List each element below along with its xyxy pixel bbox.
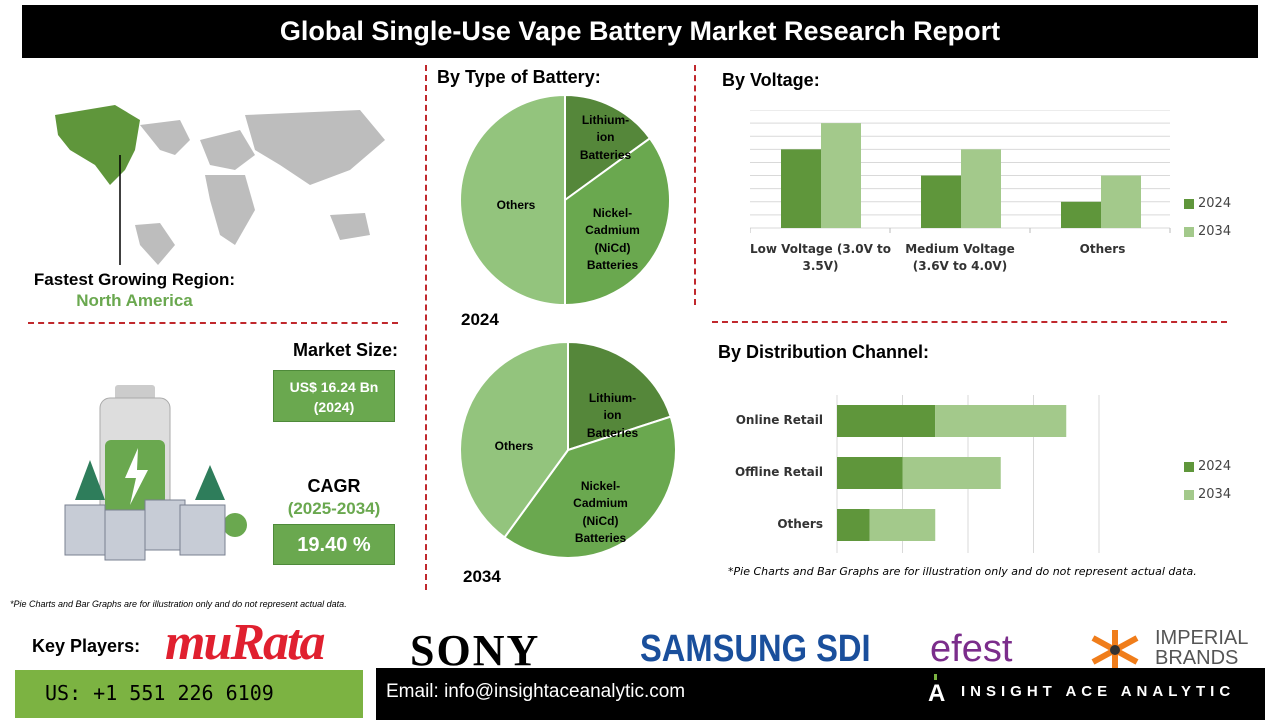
- battery-illustration: [64, 385, 247, 561]
- pie-label-others: Others: [494, 439, 534, 453]
- bar-2034: [869, 509, 936, 541]
- imperial-brands-logo: IMPERIAL BRANDS: [1155, 627, 1248, 669]
- legend-2024: 2024: [1184, 196, 1231, 211]
- pie-slice: [459, 340, 569, 539]
- bar-2034: [821, 123, 861, 228]
- pie-slice: [564, 136, 671, 307]
- footer-bar: Email: info@insightaceanalytic.com A INS…: [376, 668, 1265, 720]
- pie-slice: [503, 415, 677, 559]
- world-map: [55, 105, 385, 265]
- x-tick-label: Low Voltage (3.0V to 3.5V): [749, 242, 892, 273]
- pie-slice: [564, 93, 652, 202]
- insightace-logo-icon: A: [928, 674, 945, 712]
- bar-2024: [1061, 201, 1101, 228]
- legend-2034: 2034: [1184, 224, 1231, 239]
- samsung-sdi-logo: SAMSUNG SDI: [640, 628, 871, 670]
- disclaimer: *Pie Charts and Bar Graphs are for illus…: [10, 599, 347, 609]
- market-size-year: (2024): [313, 399, 355, 415]
- region-label: Fastest Growing Region:: [33, 270, 236, 289]
- x-tick-label: Medium Voltage (3.6V to 4.0V): [905, 242, 1015, 273]
- pie-slice: [567, 340, 672, 452]
- market-size-value: US$ 16.24 Bn: [289, 379, 379, 395]
- report-title: Global Single-Use Vape Battery Market Re…: [22, 5, 1258, 58]
- region-value: North America: [76, 291, 193, 310]
- pie-label-nicd: Nickel- Cadmium (NiCd) Batteries: [585, 206, 640, 273]
- market-size-label: Market Size:: [292, 340, 398, 360]
- north-america-highlight: [55, 105, 140, 185]
- divider: [28, 322, 398, 324]
- bar-2024: [921, 175, 961, 228]
- cagr-label: CAGR: [307, 476, 361, 496]
- bar-2034: [902, 457, 1001, 489]
- x-tick-label: Others: [1079, 242, 1126, 256]
- pie-caption-2034: 2034: [463, 567, 501, 586]
- pie-caption-2024: 2024: [461, 310, 499, 329]
- voltage-bar-chart: [750, 110, 1171, 233]
- brand-name: INSIGHT ACE ANALYTIC: [961, 683, 1236, 700]
- bar-2024: [837, 457, 903, 489]
- phone-number: US: +1 551 226 6109: [15, 670, 363, 718]
- legend-2034: 2034: [1184, 487, 1231, 502]
- murata-logo: muRata: [165, 614, 325, 671]
- divider: [712, 321, 1227, 323]
- voltage-title: By Voltage:: [722, 70, 820, 90]
- y-tick-label: Others: [777, 517, 823, 531]
- bar-2034: [1101, 175, 1141, 228]
- imperial-brands-icon: [1091, 630, 1139, 668]
- y-tick-label: Offline Retail: [734, 465, 823, 479]
- divider: [694, 65, 696, 305]
- market-size-box: US$ 16.24 Bn (2024): [273, 370, 395, 422]
- y-tick-label: Online Retail: [735, 413, 823, 427]
- bar-2024: [837, 509, 870, 541]
- bar-2034: [935, 405, 1067, 437]
- cagr-value: 19.40 %: [273, 524, 395, 565]
- pie-label-lithium: Lithium-ion Batteries: [579, 113, 632, 162]
- pie-label-lithium: Lithium-ion Batteries: [586, 391, 639, 440]
- distribution-title: By Distribution Channel:: [718, 342, 929, 362]
- disclaimer: *Pie Charts and Bar Graphs are for illus…: [728, 565, 1197, 578]
- bar-2034: [961, 149, 1001, 228]
- pie-label-others: Others: [496, 198, 536, 212]
- cagr-period: (2025-2034): [287, 499, 381, 518]
- divider: [425, 65, 427, 590]
- pie-chart-2034: [459, 340, 677, 559]
- pie-chart-2024: [459, 93, 671, 307]
- bar-2024: [837, 405, 936, 437]
- pie-slice: [459, 93, 566, 307]
- legend-2024: 2024: [1184, 459, 1231, 474]
- email[interactable]: Email: info@insightaceanalytic.com: [386, 681, 686, 702]
- distribution-bar-chart: [836, 395, 1100, 553]
- efest-logo: efest: [930, 628, 1013, 670]
- sony-logo: SONY: [410, 626, 541, 675]
- key-players-label: Key Players:: [32, 636, 141, 656]
- pie-label-nicd: Nickel- Cadmium (NiCd) Batteries: [573, 479, 628, 546]
- bar-2024: [781, 149, 821, 228]
- pie-title: By Type of Battery:: [437, 67, 601, 87]
